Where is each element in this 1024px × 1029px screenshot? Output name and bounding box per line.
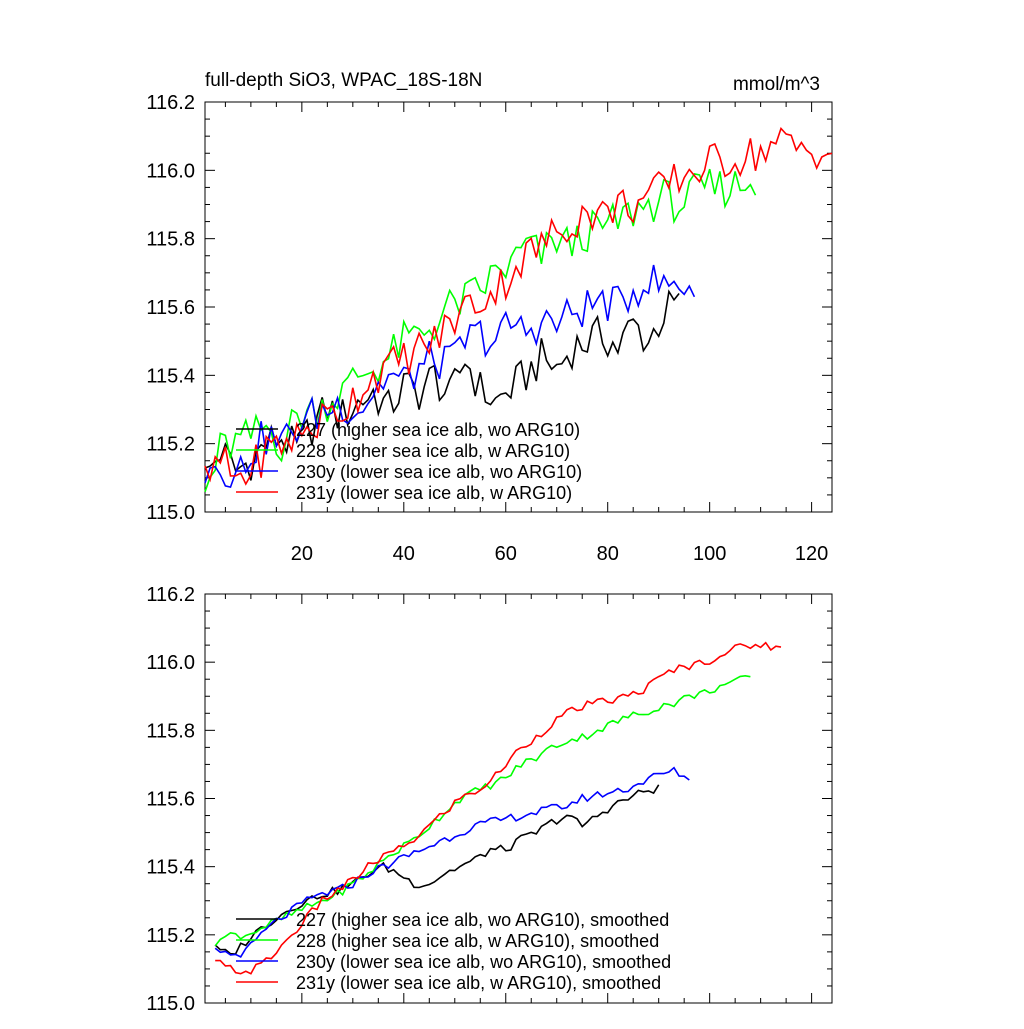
y-tick-label: 115.4 (146, 365, 195, 387)
series-line-1-2 (204, 168, 757, 493)
y-tick-label: 116.0 (146, 160, 195, 182)
y-tick-label: 115.2 (146, 434, 195, 456)
y-tick-label: 116.2 (146, 92, 195, 114)
y-tick-label: 115.6 (146, 789, 195, 811)
x-tick-label: 120 (795, 543, 828, 565)
x-tick-label: 100 (693, 543, 726, 565)
x-tick-label: 60 (495, 543, 517, 565)
chart-title: full-depth SiO3, WPAC_18S-18N (205, 70, 482, 91)
legend-label: 230y (lower sea ice alb, wo ARG10) (296, 462, 582, 482)
series-line-2-2 (214, 674, 751, 947)
y-tick-label: 115.8 (146, 720, 195, 742)
series-line-2-3 (214, 766, 690, 958)
legend-label: 227 (higher sea ice alb, wo ARG10), smoo… (296, 910, 669, 930)
series-line-1-3 (204, 264, 696, 489)
legend-label: 228 (higher sea ice alb, w ARG10) (296, 441, 570, 461)
series-line-2-4 (215, 641, 782, 975)
legend-label: 228 (higher sea ice alb, w ARG10), smoot… (296, 931, 659, 951)
y-tick-label: 115.2 (146, 925, 195, 947)
legend-label: 231y (lower sea ice alb, w ARG10), smoot… (296, 973, 661, 993)
y-tick-label: 115.0 (146, 502, 195, 524)
x-tick-label: 80 (597, 543, 619, 565)
y-tick-label: 116.0 (146, 652, 195, 674)
legend-label: 231y (lower sea ice alb, w ARG10) (296, 483, 572, 503)
series-line-1-4 (204, 126, 833, 486)
legend-label: 227 (higher sea ice alb, wo ARG10) (296, 420, 580, 440)
y-tick-label: 115.8 (146, 229, 195, 251)
y-tick-label: 116.2 (146, 584, 195, 606)
chart-units: mmol/m^3 (733, 74, 820, 95)
y-tick-label: 115.0 (146, 993, 195, 1015)
legend-label: 230y (lower sea ice alb, wo ARG10), smoo… (296, 952, 671, 972)
x-tick-label: 40 (393, 543, 415, 565)
x-tick-label: 20 (291, 543, 313, 565)
y-tick-label: 115.4 (146, 857, 195, 879)
y-tick-label: 115.6 (146, 297, 195, 319)
